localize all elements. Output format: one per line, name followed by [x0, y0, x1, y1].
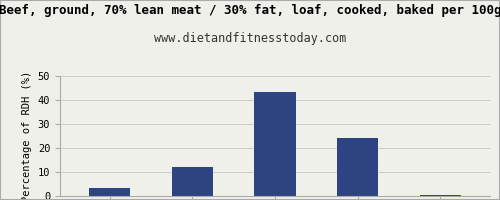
Bar [337, 138, 378, 196]
Bar [254, 92, 296, 196]
Y-axis label: Percentage of RDH (%): Percentage of RDH (%) [22, 70, 32, 200]
Bar [89, 188, 130, 196]
Bar [420, 195, 461, 196]
Text: Beef, ground, 70% lean meat / 30% fat, loaf, cooked, baked per 100g: Beef, ground, 70% lean meat / 30% fat, l… [0, 4, 500, 17]
Text: www.dietandfitnesstoday.com: www.dietandfitnesstoday.com [154, 32, 346, 45]
Bar [172, 167, 213, 196]
